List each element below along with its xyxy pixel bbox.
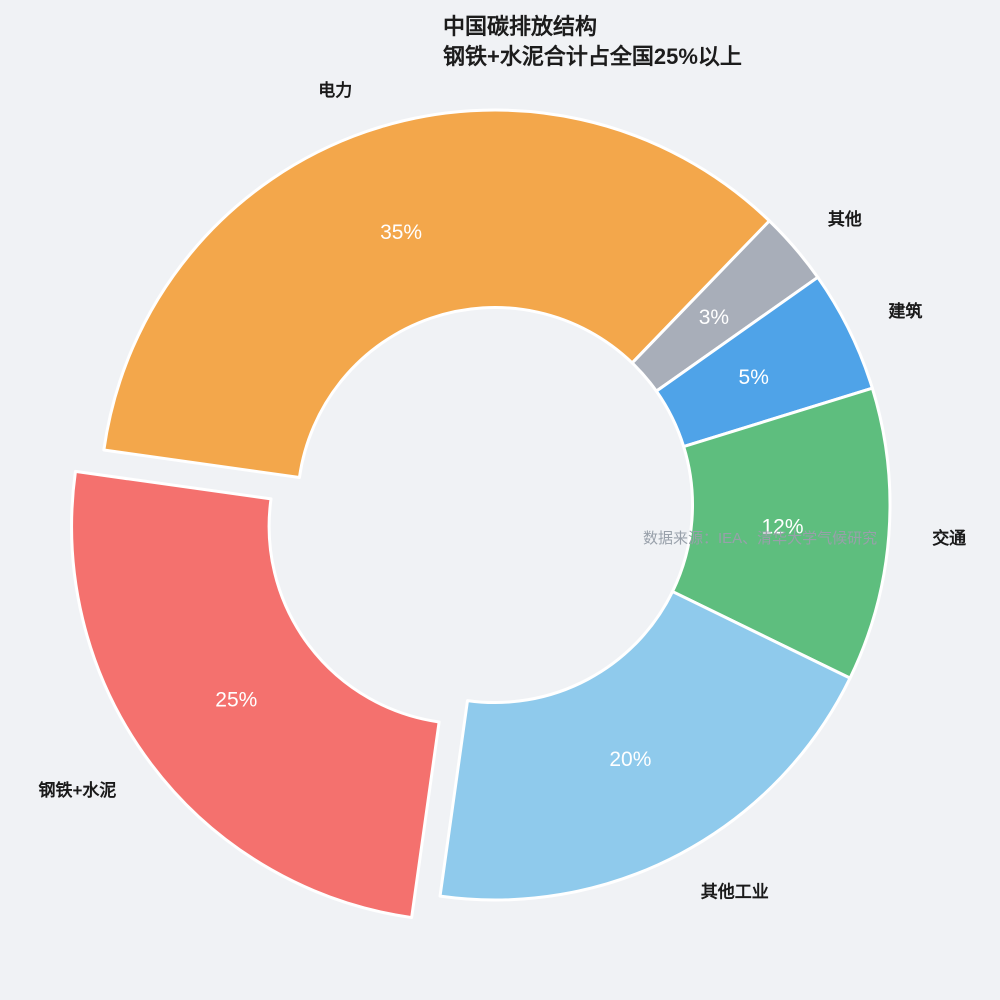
pie-slice-5	[438, 590, 852, 902]
slice-pct-5: 20%	[609, 748, 651, 771]
pie-slice-4	[671, 386, 892, 680]
slice-pct-1: 35%	[380, 221, 422, 244]
slice-label-5: 其他工业	[701, 882, 769, 902]
source-note: 数据来源：IEA、清华大学气候研究	[643, 530, 877, 547]
slice-label-4: 交通	[932, 528, 966, 548]
pie-slice-6	[70, 469, 441, 920]
slice-pct-6: 25%	[215, 688, 257, 711]
chart-title: 中国碳排放结构 钢铁+水泥合计占全国25%以上	[443, 12, 742, 72]
slice-label-2: 其他	[828, 209, 862, 229]
chart-title-line1: 中国碳排放结构	[443, 14, 598, 39]
slice-pct-2: 3%	[699, 306, 729, 329]
pie-slices: 35% 3% 5% 12% 20% 25%	[70, 108, 892, 920]
slice-pct-3: 5%	[739, 366, 769, 389]
pie-slice-1	[102, 108, 771, 480]
slice-pct-4: 12%	[761, 516, 803, 539]
slice-label-3: 建筑	[888, 301, 922, 321]
chart-title-line2: 钢铁+水泥合计占全国25%以上	[443, 44, 742, 69]
slice-label-6: 钢铁+水泥	[38, 780, 116, 800]
slice-label-1: 电力	[318, 80, 352, 100]
